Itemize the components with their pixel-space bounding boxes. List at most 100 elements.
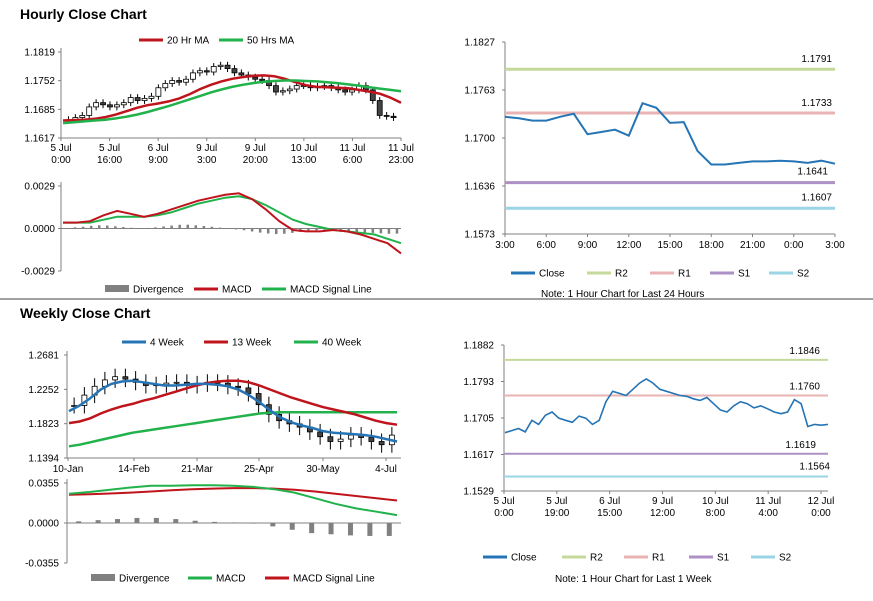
- candle-body: [231, 68, 238, 74]
- candle-body: [141, 98, 148, 101]
- x-tick-label: 13:00: [291, 155, 316, 166]
- weekly-pivot-legend: Close R2 R1 S1 S2: [483, 553, 792, 564]
- legend-40-week-label: 40 Week: [322, 338, 362, 349]
- legend-macd-label: MACD: [222, 285, 251, 296]
- divergence-bar: [89, 225, 93, 229]
- candle-body: [113, 104, 120, 108]
- divergence-bar: [328, 523, 334, 535]
- x-tick-label: 10 Jul: [291, 143, 318, 154]
- candle-body: [210, 66, 217, 73]
- x-tick-label: 30-May: [306, 464, 339, 475]
- candle-body: [190, 72, 196, 80]
- y-tick-label: 1.1823: [28, 419, 59, 430]
- divergence-bar: [65, 228, 69, 229]
- y-tick-label: 1.1394: [28, 454, 59, 465]
- candle-body: [279, 90, 286, 93]
- divergence-bar: [347, 228, 350, 232]
- x-tick-label: 0:00: [784, 240, 804, 251]
- x-tick-label: 9 Jul: [652, 496, 673, 507]
- x-tick-label: 11 Jul: [755, 496, 781, 507]
- level-s1-value: 1.1641: [797, 167, 828, 178]
- candle-body: [317, 431, 324, 438]
- x-tick-label: 10-Jan: [53, 464, 84, 475]
- y-tick-label: 0.0029: [24, 182, 55, 193]
- y-tick-label: 1.1705: [463, 414, 494, 425]
- hourly-chart-title: Hourly Close Chart: [20, 6, 147, 22]
- y-tick-label: 0.0000: [28, 519, 59, 530]
- candle-body: [162, 83, 169, 89]
- divergence-bar: [95, 520, 101, 523]
- ma13-week-line: [68, 379, 398, 426]
- x-tick-label: 6 Jul: [148, 143, 169, 154]
- legend-divergence-swatch: [105, 285, 129, 292]
- candle-body: [217, 64, 224, 67]
- divergence-bar: [146, 227, 149, 229]
- divergence-bar: [339, 228, 342, 231]
- x-tick-label: 11 Jul: [388, 143, 414, 154]
- weekly-macd-chart: 0.0355 0.0000 -0.0355: [25, 479, 401, 570]
- candle-body: [342, 89, 349, 93]
- divergence-bar: [170, 225, 173, 229]
- y-tick-label: 1.1700: [464, 134, 495, 145]
- y-tick-label: 1.1882: [463, 341, 494, 352]
- divergence-bar: [115, 519, 121, 523]
- close-line: [504, 101, 836, 166]
- x-tick-label: 4-Jul: [375, 464, 397, 475]
- y-tick-label: 1.1827: [464, 38, 495, 49]
- y-tick-label: 1.1636: [464, 182, 495, 193]
- legend-divergence-swatch: [91, 574, 115, 581]
- divergence-bar: [266, 228, 270, 234]
- candle-body: [93, 102, 100, 108]
- x-tick-label: 23:00: [388, 155, 413, 166]
- candle-body: [347, 434, 354, 440]
- legend-r1-label: R1: [652, 553, 665, 564]
- candle-body: [369, 89, 376, 101]
- candle-body: [238, 72, 245, 76]
- x-tick-label: 8:00: [706, 508, 726, 519]
- divergence-bar: [106, 225, 109, 229]
- weekly-chart-title: Weekly Close Chart: [20, 305, 151, 321]
- legend-r1-label: R1: [678, 269, 691, 280]
- divergence-bar: [186, 224, 189, 229]
- hourly-pivot-legend: Close R2 R1 S1 S2: [511, 269, 810, 280]
- y-tick-label: 1.1617: [24, 134, 55, 145]
- legend-macd-signal-label: MACD Signal Line: [290, 285, 372, 296]
- divergence-bar: [134, 517, 140, 523]
- ma40-week-line: [68, 411, 397, 448]
- x-tick-label: 10 Jul: [702, 496, 729, 507]
- level-s1-value: 1.1619: [785, 440, 816, 451]
- legend-20hr-ma-label: 20 Hr MA: [167, 36, 210, 47]
- candle-body: [337, 438, 344, 442]
- legend-s2-label: S2: [779, 553, 792, 564]
- y-tick-label: 0.0000: [24, 224, 55, 235]
- candle-body: [376, 100, 383, 116]
- divergence-bar: [323, 228, 326, 230]
- candle-body: [224, 64, 231, 70]
- hourly-macd-chart: 0.0029 0.0000 -0.0029: [21, 182, 402, 278]
- divergence-bar: [212, 521, 218, 523]
- x-tick-label: 5 Jul: [546, 496, 567, 507]
- divergence-bar: [226, 228, 230, 229]
- y-tick-label: 1.1819: [24, 48, 55, 59]
- x-tick-label: 11 Jul: [339, 143, 365, 154]
- chart-note: Note: 1 Hour Chart for Last 24 Hours: [541, 289, 704, 300]
- legend-13-week-label: 13 Week: [232, 338, 272, 349]
- divergence-bar: [371, 228, 375, 233]
- divergence-bar: [270, 523, 276, 527]
- divergence-bar: [153, 517, 159, 523]
- divergence-bar: [307, 228, 310, 232]
- x-tick-label: 0:00: [51, 155, 71, 166]
- candle-body: [390, 115, 397, 118]
- close-line: [504, 377, 829, 434]
- candle-body: [286, 88, 293, 92]
- divergence-bar: [81, 226, 85, 229]
- candle-body: [252, 76, 259, 80]
- y-tick-label: -0.0029: [21, 267, 55, 278]
- x-tick-label: 3:00: [825, 240, 845, 251]
- section-divider: [0, 298, 873, 300]
- x-tick-label: 9:00: [578, 240, 598, 251]
- divergence-bar: [173, 519, 179, 523]
